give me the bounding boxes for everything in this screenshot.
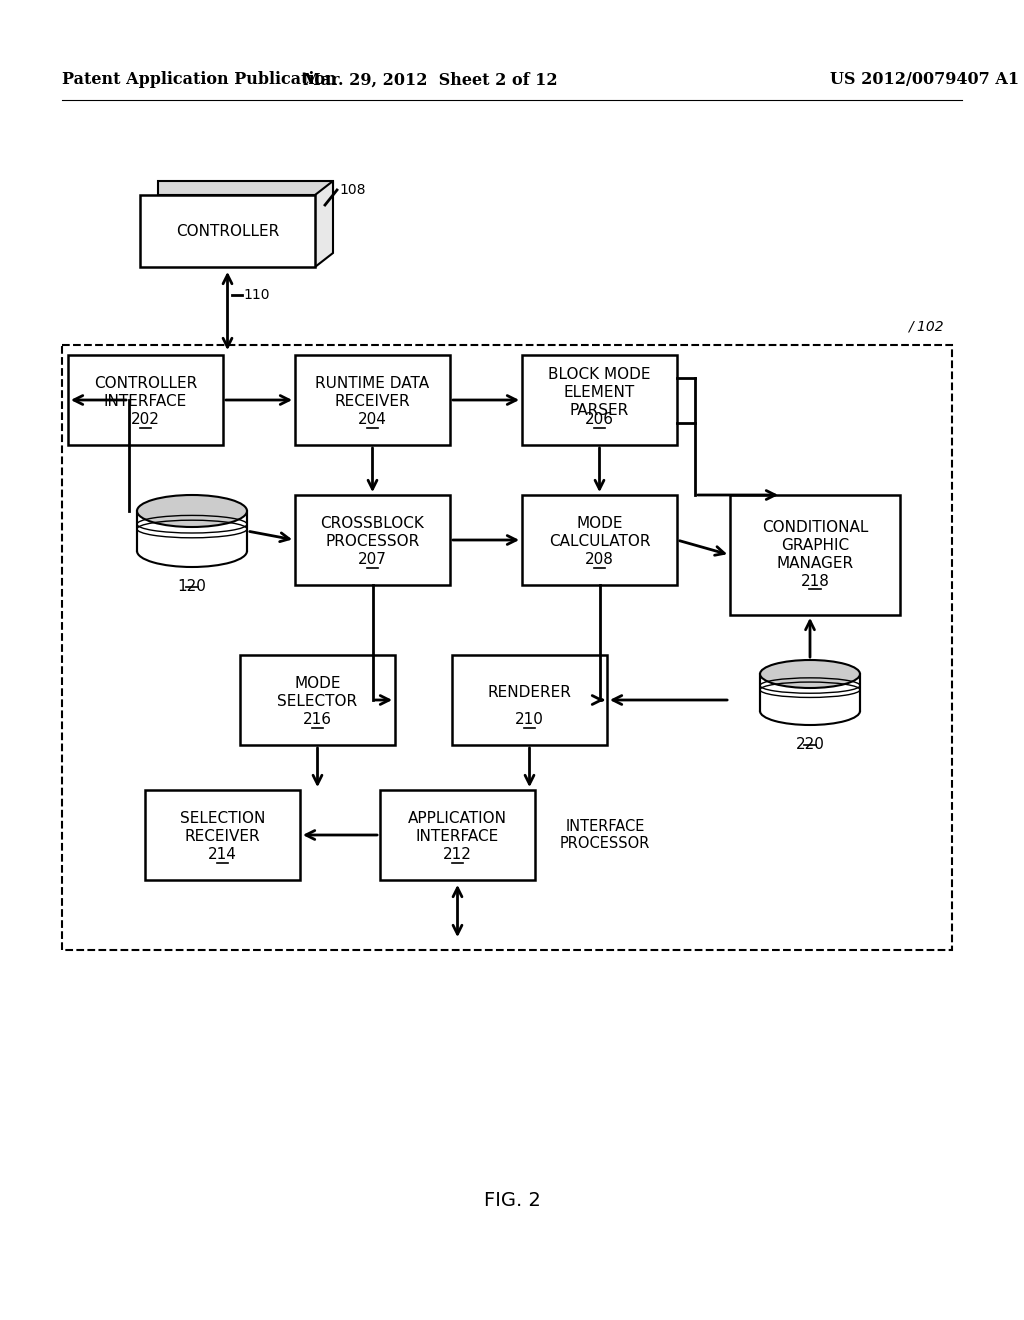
Text: FIG. 2: FIG. 2 — [483, 1191, 541, 1209]
Text: 218: 218 — [801, 574, 829, 589]
Bar — [522, 495, 677, 585]
Text: 210: 210 — [515, 713, 544, 727]
Text: APPLICATION
INTERFACE: APPLICATION INTERFACE — [408, 812, 507, 845]
Bar — [522, 355, 677, 445]
Bar — [62, 345, 952, 950]
Text: MODE
CALCULATOR: MODE CALCULATOR — [549, 516, 650, 549]
Bar — [452, 655, 607, 744]
Text: RENDERER: RENDERER — [487, 685, 571, 701]
Text: Patent Application Publication: Patent Application Publication — [62, 71, 337, 88]
Bar — [68, 355, 223, 445]
Text: Mar. 29, 2012  Sheet 2 of 12: Mar. 29, 2012 Sheet 2 of 12 — [303, 71, 557, 88]
Text: 120: 120 — [177, 579, 207, 594]
Text: US 2012/0079407 A1: US 2012/0079407 A1 — [830, 71, 1019, 88]
Text: 216: 216 — [303, 713, 332, 727]
Text: 202: 202 — [131, 412, 160, 428]
Bar — [140, 195, 315, 267]
Text: 214: 214 — [208, 847, 237, 862]
Text: 208: 208 — [585, 552, 614, 568]
Text: CONDITIONAL
GRAPHIC
MANAGER: CONDITIONAL GRAPHIC MANAGER — [762, 520, 868, 570]
Polygon shape — [315, 181, 333, 267]
Text: 204: 204 — [358, 412, 387, 428]
Bar — [240, 655, 395, 744]
Ellipse shape — [137, 535, 247, 568]
Bar — [380, 789, 535, 880]
Text: CONTROLLER: CONTROLLER — [176, 223, 280, 239]
Bar — [730, 495, 900, 615]
Text: 212: 212 — [443, 847, 472, 862]
Text: CROSSBLOCK
PROCESSOR: CROSSBLOCK PROCESSOR — [321, 516, 424, 549]
Text: 108: 108 — [339, 183, 366, 197]
Bar — [760, 675, 860, 711]
Bar — [295, 495, 450, 585]
Ellipse shape — [760, 660, 860, 688]
Text: 110: 110 — [244, 288, 270, 302]
Polygon shape — [158, 181, 333, 195]
Text: 206: 206 — [585, 412, 614, 428]
Ellipse shape — [137, 495, 247, 527]
Text: SELECTION
RECEIVER: SELECTION RECEIVER — [180, 812, 265, 845]
Text: / 102: / 102 — [908, 319, 944, 333]
Text: BLOCK MODE
ELEMENT
PARSER: BLOCK MODE ELEMENT PARSER — [548, 367, 650, 418]
Text: INTERFACE
PROCESSOR: INTERFACE PROCESSOR — [560, 818, 650, 851]
Bar — [145, 789, 300, 880]
Bar — [137, 511, 247, 550]
Ellipse shape — [760, 697, 860, 725]
Text: 220: 220 — [796, 737, 824, 752]
Text: MODE
SELECTOR: MODE SELECTOR — [278, 676, 357, 709]
Text: RUNTIME DATA
RECEIVER: RUNTIME DATA RECEIVER — [315, 376, 429, 409]
Text: 207: 207 — [358, 552, 387, 568]
Bar — [295, 355, 450, 445]
Text: CONTROLLER
INTERFACE: CONTROLLER INTERFACE — [94, 376, 198, 409]
